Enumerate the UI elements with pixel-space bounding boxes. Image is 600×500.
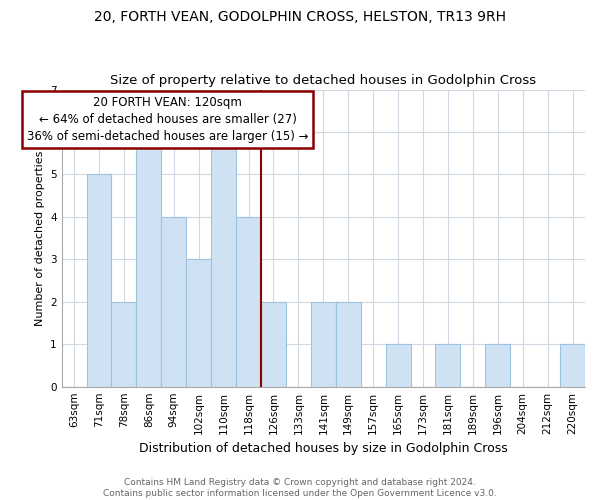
Bar [336,302,361,386]
Title: Size of property relative to detached houses in Godolphin Cross: Size of property relative to detached ho… [110,74,536,87]
Bar [311,302,336,386]
Bar [436,344,460,387]
Bar [186,260,211,386]
Text: Contains HM Land Registry data © Crown copyright and database right 2024.
Contai: Contains HM Land Registry data © Crown c… [103,478,497,498]
Bar [560,344,585,387]
Bar [112,302,136,386]
Bar [136,132,161,386]
Bar [386,344,410,387]
Y-axis label: Number of detached properties: Number of detached properties [35,150,44,326]
X-axis label: Distribution of detached houses by size in Godolphin Cross: Distribution of detached houses by size … [139,442,508,455]
Bar [211,132,236,386]
Text: 20, FORTH VEAN, GODOLPHIN CROSS, HELSTON, TR13 9RH: 20, FORTH VEAN, GODOLPHIN CROSS, HELSTON… [94,10,506,24]
Bar [261,302,286,386]
Bar [485,344,510,387]
Text: 20 FORTH VEAN: 120sqm
← 64% of detached houses are smaller (27)
36% of semi-deta: 20 FORTH VEAN: 120sqm ← 64% of detached … [27,96,308,143]
Bar [236,217,261,386]
Bar [86,174,112,386]
Bar [161,217,186,386]
